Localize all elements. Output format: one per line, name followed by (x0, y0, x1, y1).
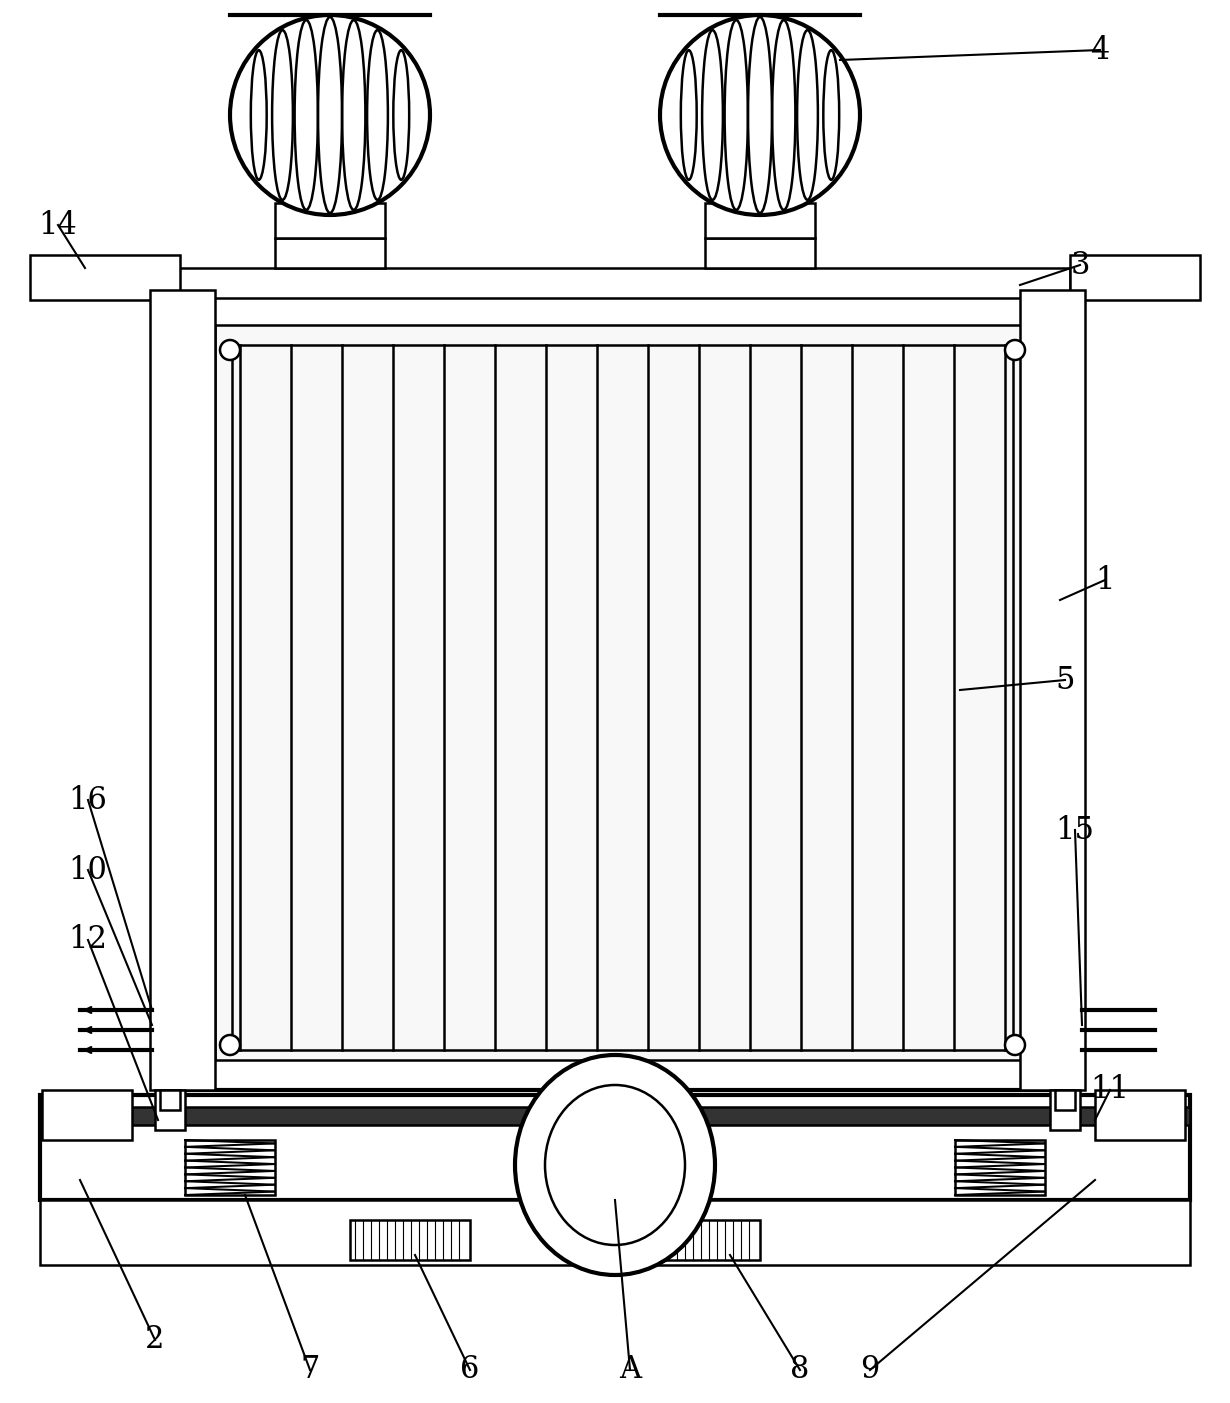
Text: 8: 8 (791, 1354, 809, 1386)
Bar (160, 1090, 180, 1110)
Bar (155, 1090, 184, 1129)
Bar (42, 1090, 132, 1141)
Circle shape (220, 340, 240, 361)
Bar (351, 1221, 470, 1260)
Ellipse shape (545, 1085, 685, 1244)
Bar (276, 239, 385, 268)
Text: 15: 15 (1055, 815, 1095, 846)
Text: 11: 11 (1091, 1075, 1129, 1106)
Bar (1050, 1090, 1080, 1129)
Text: 9: 9 (860, 1354, 879, 1386)
Text: 7: 7 (300, 1354, 320, 1386)
Bar (41, 1094, 1189, 1200)
Text: 2: 2 (145, 1324, 165, 1355)
Bar (705, 239, 815, 268)
Bar (41, 1200, 1189, 1266)
Bar (705, 203, 815, 239)
Text: 12: 12 (69, 925, 107, 955)
Text: A: A (619, 1354, 641, 1386)
Text: 4: 4 (1090, 35, 1109, 66)
Bar (276, 203, 385, 239)
Bar (41, 1107, 1189, 1125)
Text: 1: 1 (1095, 564, 1114, 595)
Text: 6: 6 (460, 1354, 480, 1386)
Bar (30, 255, 180, 300)
Bar (555, 1215, 625, 1244)
Bar (1070, 255, 1200, 300)
Bar (184, 1141, 276, 1195)
Ellipse shape (661, 15, 860, 215)
Bar (1095, 1090, 1184, 1141)
Bar (175, 268, 1070, 297)
Text: 16: 16 (69, 784, 107, 815)
Bar (215, 325, 1030, 1061)
Text: 14: 14 (38, 209, 77, 240)
Ellipse shape (230, 15, 430, 215)
Bar (1055, 1090, 1075, 1110)
Bar (175, 290, 1070, 1090)
Ellipse shape (515, 1055, 715, 1275)
Circle shape (1005, 1035, 1025, 1055)
Bar (640, 1221, 760, 1260)
Bar (954, 1141, 1046, 1195)
Bar (150, 290, 215, 1090)
Bar (232, 345, 1014, 1049)
Text: 10: 10 (69, 854, 107, 885)
Text: 5: 5 (1055, 665, 1075, 696)
Bar (1020, 290, 1085, 1090)
Circle shape (1005, 340, 1025, 361)
Text: 3: 3 (1070, 250, 1090, 281)
Circle shape (220, 1035, 240, 1055)
